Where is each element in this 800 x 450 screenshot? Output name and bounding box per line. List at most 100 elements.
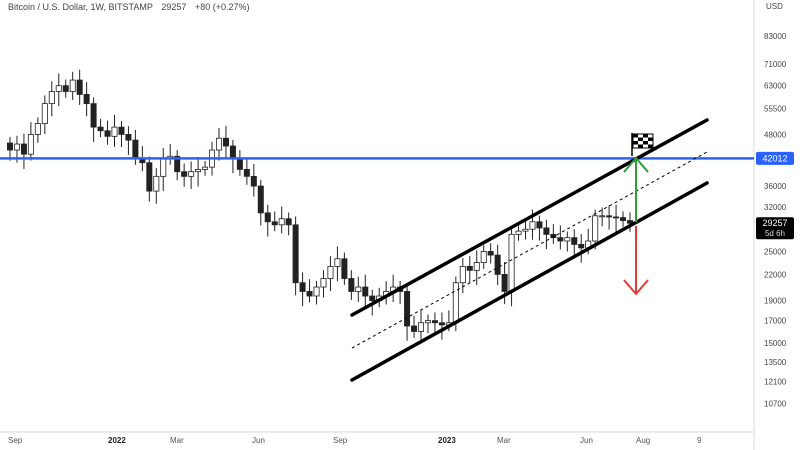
candle (292, 216, 299, 296)
candle-body-down (494, 254, 501, 275)
candle-body-up (473, 262, 480, 271)
x-tick-label: Jun (252, 436, 265, 445)
candle-body-down (550, 233, 557, 239)
y-tick-label: 19000 (764, 297, 787, 306)
candle (613, 204, 620, 233)
candle (97, 118, 104, 138)
price-channel (350, 118, 709, 382)
candle (424, 314, 431, 334)
candle-body-down (557, 237, 564, 242)
candle-body-down (174, 155, 181, 173)
candle-body-down (299, 282, 306, 292)
candle-body-down (571, 237, 578, 245)
candle (327, 256, 334, 292)
candle (557, 225, 564, 250)
candle (20, 133, 27, 169)
candle-body-up (480, 251, 487, 263)
candle-body-up (55, 85, 62, 92)
candle (299, 272, 306, 307)
candle (550, 224, 557, 245)
candle (404, 283, 411, 341)
candle-body-up (13, 143, 20, 151)
axis-frame (0, 0, 755, 450)
candle (578, 234, 585, 263)
candle-body-up (69, 79, 76, 92)
candle (536, 215, 543, 241)
candle (69, 71, 76, 100)
candle-body-up (188, 171, 195, 177)
candle-body-down (362, 286, 369, 297)
candles (7, 69, 634, 341)
candle-body-up (564, 237, 571, 242)
finish-flag-icon (631, 133, 654, 156)
candle (174, 150, 181, 181)
candle-body-up (195, 169, 202, 173)
candle-body-up (334, 258, 341, 267)
candle (334, 246, 341, 282)
target-down-arrow (623, 226, 649, 296)
candle-body-down (83, 94, 90, 105)
candle (487, 243, 494, 264)
candle (188, 161, 195, 189)
candle-body-down (250, 175, 257, 187)
candle-body-up (313, 286, 320, 297)
candle-body-down (348, 278, 355, 292)
candle-body-up (215, 137, 222, 151)
candle-body-down (76, 79, 83, 95)
candle-body-down (543, 227, 550, 235)
candle-body-down (285, 218, 292, 226)
y-tick-label: 55500 (764, 104, 787, 113)
candle (606, 205, 613, 230)
candle-body-down (90, 103, 97, 128)
candle (222, 125, 229, 159)
candle (160, 148, 167, 192)
candle (250, 164, 257, 197)
candle-body-down (369, 295, 376, 302)
candle (515, 222, 522, 241)
candle (543, 219, 550, 250)
candle (355, 276, 362, 303)
channel-mid-line (351, 151, 708, 349)
candle (243, 159, 250, 185)
candle (48, 81, 55, 117)
x-tick-label: 2023 (438, 436, 456, 445)
candle (257, 179, 264, 226)
candle-body-down (466, 266, 473, 271)
last-price-tag: 29257 5d 6h (756, 217, 794, 240)
channel-lower-line (350, 181, 709, 382)
candle-body-up (355, 286, 362, 292)
candle (362, 274, 369, 309)
candle-body-down (125, 134, 132, 141)
candle-body-up (327, 266, 334, 279)
candle-body-down (236, 157, 243, 170)
candle-body-down (627, 220, 634, 224)
x-tick-label: Mar (170, 436, 184, 445)
candle (90, 97, 97, 142)
candle (167, 143, 174, 165)
candle-body-down (222, 137, 229, 147)
candle (620, 211, 627, 227)
candle-body-down (578, 244, 585, 249)
candle-body-up (48, 91, 55, 105)
candle (278, 206, 285, 234)
y-tick-label: 36000 (764, 182, 787, 191)
countdown-label: 5d 6h (765, 229, 785, 238)
channel-upper-line (350, 118, 709, 317)
x-axis-ticks: Sep 2022 Mar Jun Sep 2023 Mar Jun Aug 9 (8, 436, 702, 445)
y-tick-label: 83000 (764, 32, 787, 41)
candle (76, 69, 83, 105)
candle-body-down (271, 221, 278, 226)
candle (592, 209, 599, 250)
candle (466, 256, 473, 283)
candle (564, 231, 571, 252)
target-up-arrow (623, 156, 649, 222)
candle-body-down (97, 126, 104, 132)
candle-body-down (20, 143, 27, 155)
candle (411, 315, 418, 338)
candle (397, 280, 404, 305)
candle-body-down (341, 258, 348, 279)
candle (153, 168, 160, 204)
candle (34, 117, 41, 143)
resistance-price-tag: 42012 (756, 151, 794, 165)
